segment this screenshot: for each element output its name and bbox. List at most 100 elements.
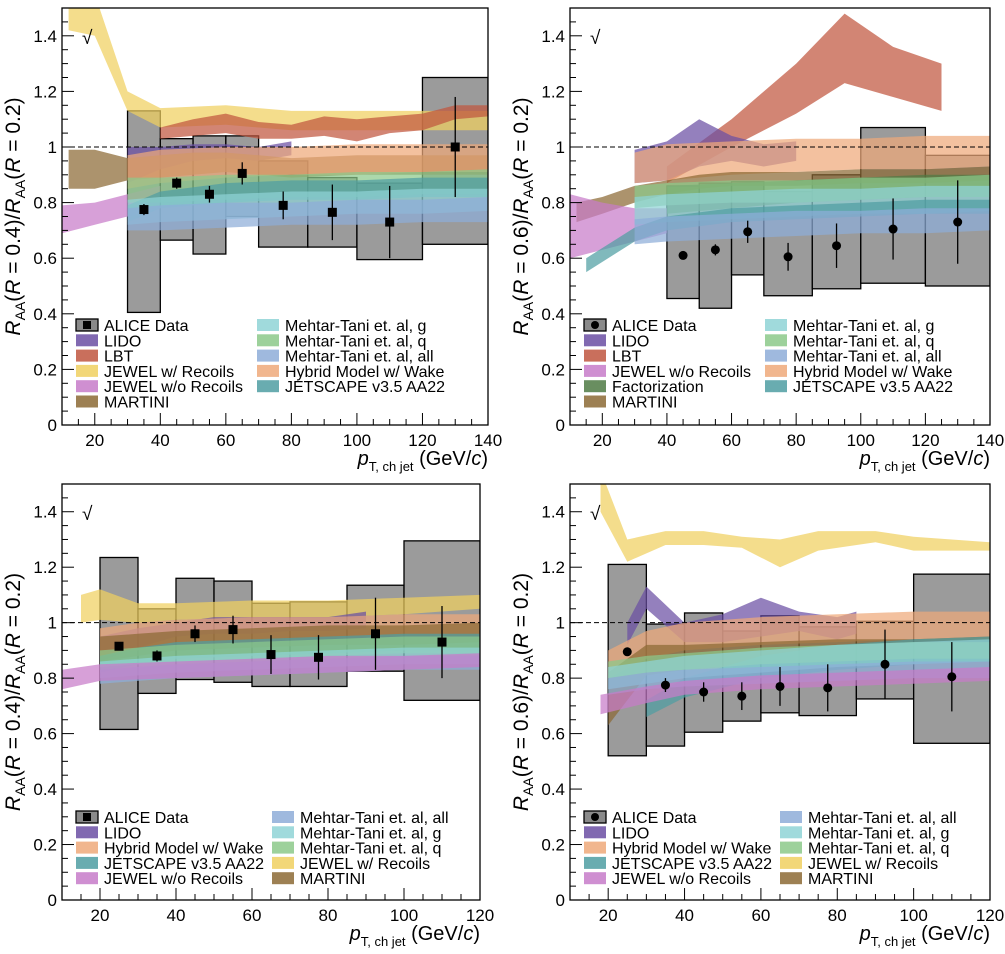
legend-label: Mehtar-Tani et. al, all bbox=[285, 349, 434, 366]
legend-label: Factorization bbox=[612, 379, 704, 396]
legend-swatch-jetscape-v3-5-aa22 bbox=[765, 380, 787, 393]
legend-label: Mehtar-Tani et. al, all bbox=[808, 810, 957, 827]
plot-area bbox=[570, 484, 990, 757]
model-band-lbt bbox=[160, 105, 488, 142]
x-tick-label: 60 bbox=[751, 906, 770, 925]
x-tick-label: 100 bbox=[847, 431, 875, 450]
x-axis-label: pT, ch jet (GeV/c) bbox=[859, 923, 990, 949]
legend-label: Hybrid Model w/ Wake bbox=[104, 841, 264, 858]
legend-swatch-mehtar-tani-et-al-all bbox=[257, 349, 279, 362]
legend-swatch-mehtar-tani-et-al-q bbox=[272, 841, 294, 854]
data-point bbox=[678, 250, 688, 260]
y-tick-label: 0.2 bbox=[33, 360, 57, 379]
data-point bbox=[888, 224, 898, 234]
legend-label: Mehtar-Tani et. al, q bbox=[808, 841, 949, 858]
x-tick-label: 140 bbox=[976, 431, 1004, 450]
data-point bbox=[743, 227, 753, 237]
legend-swatch-jetscape-v3-5-aa22 bbox=[76, 856, 98, 869]
annotation-line-1: √ bbox=[82, 28, 93, 49]
legend-swatch-lido bbox=[76, 826, 98, 839]
y-axis-label: RAA(R = 0.4)/RAA(R = 0.2) bbox=[2, 97, 28, 335]
data-point bbox=[947, 672, 957, 682]
legend-swatch-lido bbox=[76, 334, 98, 347]
y-tick-label: 0.2 bbox=[541, 360, 565, 379]
x-tick-label: 40 bbox=[657, 431, 676, 450]
y-tick-label: 0.6 bbox=[541, 249, 565, 268]
legend-marker-circle bbox=[591, 321, 599, 329]
legend-label: Mehtar-Tani et. al, q bbox=[300, 841, 441, 858]
x-tick-label: 20 bbox=[599, 906, 618, 925]
legend-label: LBT bbox=[612, 349, 642, 366]
legend-swatch-jewel-w-o-recoils bbox=[584, 364, 606, 377]
model-band-jewel-w-recoils bbox=[81, 589, 480, 623]
legend-label: MARTINI bbox=[104, 395, 169, 412]
legend-label: Mehtar-Tani et. al, all bbox=[300, 810, 449, 827]
model-band-mehtar-tani-et-al-all bbox=[634, 208, 990, 245]
legend-swatch-mehtar-tani-et-al-q bbox=[780, 841, 802, 854]
legend-label: JETSCAPE v3.5 AA22 bbox=[612, 856, 772, 873]
data-point bbox=[139, 205, 149, 215]
legend-swatch-hybrid-model-w-wake bbox=[584, 841, 606, 854]
legend-swatch-mehtar-tani-et-al-all bbox=[780, 811, 802, 823]
data-point bbox=[152, 651, 162, 661]
legend-label: Mehtar-Tani et. al, all bbox=[793, 349, 942, 366]
legend-label: MARTINI bbox=[300, 871, 365, 888]
data-point bbox=[228, 625, 238, 635]
model-band-jewel-w-recoils bbox=[600, 484, 990, 568]
y-tick-label: 0.4 bbox=[33, 780, 57, 799]
y-tick-label: 1.4 bbox=[33, 27, 57, 46]
data-point bbox=[775, 681, 785, 691]
legend-swatch-martini bbox=[76, 395, 98, 408]
legend-swatch-mehtar-tani-et-al-g bbox=[765, 319, 787, 331]
legend-swatch-mehtar-tani-et-al-q bbox=[765, 334, 787, 347]
legend-swatch-martini bbox=[584, 395, 606, 408]
y-axis-label: RAA(R = 0.6)/RAA(R = 0.2) bbox=[510, 573, 536, 811]
legend-swatch-jewel-w-recoils bbox=[780, 856, 802, 869]
x-tick-label: 80 bbox=[787, 431, 806, 450]
y-tick-label: 1.2 bbox=[541, 558, 565, 577]
y-tick-label: 0 bbox=[556, 416, 565, 435]
y-tick-label: 1.4 bbox=[541, 27, 565, 46]
legend-label: Mehtar-Tani et. al, g bbox=[793, 318, 934, 335]
legend-swatch-mehtar-tani-et-al-all bbox=[765, 349, 787, 362]
x-tick-label: 100 bbox=[343, 431, 371, 450]
legend-swatch-jetscape-v3-5-aa22 bbox=[257, 380, 279, 393]
legend-label: Mehtar-Tani et. al, q bbox=[285, 333, 426, 350]
y-tick-label: 0 bbox=[556, 891, 565, 910]
y-tick-label: 0 bbox=[48, 891, 57, 910]
model-band-hybrid-model-w-wake bbox=[634, 135, 990, 184]
y-tick-label: 0.2 bbox=[541, 836, 565, 855]
y-tick-label: 1 bbox=[556, 138, 565, 157]
x-axis-label: pT, ch jet (GeV/c) bbox=[859, 448, 990, 474]
data-point bbox=[660, 680, 670, 690]
x-tick-label: 120 bbox=[976, 906, 1004, 925]
legend-swatch-jewel-w-recoils bbox=[76, 364, 98, 377]
x-tick-label: 120 bbox=[408, 431, 436, 450]
legend-label: MARTINI bbox=[808, 871, 873, 888]
model-band-hybrid-model-w-wake bbox=[608, 611, 990, 679]
data-point bbox=[880, 659, 890, 669]
legend-marker-circle bbox=[591, 813, 599, 821]
legend-label: Mehtar-Tani et. al, g bbox=[300, 825, 441, 842]
plot-area bbox=[62, 540, 480, 731]
data-point bbox=[114, 641, 124, 651]
legend-label: JEWEL w/ Recoils bbox=[808, 856, 938, 873]
legend-label: ALICE Data bbox=[612, 318, 697, 335]
y-tick-label: 0.4 bbox=[541, 305, 565, 324]
annotation-line-1: √ bbox=[590, 28, 601, 49]
legend-swatch-mehtar-tani-et-al-g bbox=[272, 826, 294, 839]
legend-swatch-lido bbox=[584, 826, 606, 839]
data-point bbox=[437, 637, 447, 647]
legend-label: Hybrid Model w/ Wake bbox=[285, 364, 445, 381]
legend-label: JEWEL w/o Recoils bbox=[612, 871, 751, 888]
legend-label: ALICE Data bbox=[104, 318, 189, 335]
legend-label: JETSCAPE v3.5 AA22 bbox=[793, 379, 953, 396]
x-tick-label: 80 bbox=[319, 906, 338, 925]
x-tick-label: 20 bbox=[593, 431, 612, 450]
legend-swatch-hybrid-model-w-wake bbox=[76, 841, 98, 854]
legend-label: Hybrid Model w/ Wake bbox=[793, 364, 953, 381]
legend-label: JEWEL w/o Recoils bbox=[104, 379, 243, 396]
